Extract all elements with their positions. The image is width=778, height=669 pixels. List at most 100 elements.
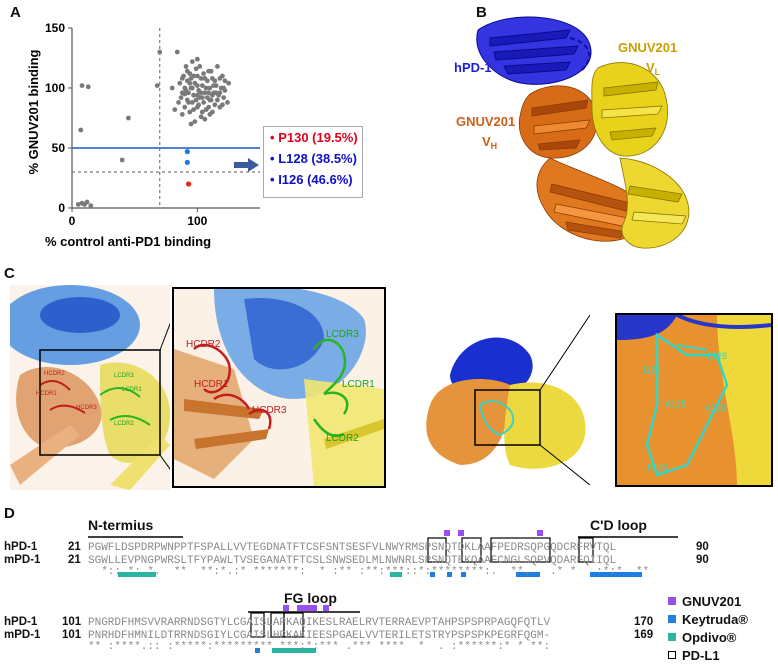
row1-h-name: hPD-1 [4,541,38,553]
data-point [187,109,193,115]
data-point [206,90,212,96]
res-p130: P130 [647,463,668,473]
small-lcdr1: LCDR1 [122,387,142,393]
data-point-highlight [184,149,190,155]
small-lcdr2: LCDR2 [114,421,134,427]
zoom-hcdr2: HCDR2 [186,339,221,350]
data-point [179,76,185,81]
row2-h-start: 101 [62,616,82,628]
x-tick-label: 0 [69,214,76,228]
small-lcdr3: LCDR3 [114,373,134,379]
vh-label: GNUV201 [456,114,515,129]
y-axis-label: % GNUV201 binding [26,49,41,174]
data-point [183,88,189,93]
data-point [193,66,199,72]
data-point [75,202,81,207]
data-point [182,104,188,110]
epitope-zoom: I126 L128 A125 A129 P130 [615,313,773,487]
data-point [211,83,217,88]
data-point [209,109,215,115]
row2-h-name: hPD-1 [4,616,38,628]
row1-h-seq: PGWFLDSPDRPWNPPTFSPALLVVTEGDNATFTCSFSNTS… [88,542,617,554]
label-nterm: N-termius [88,517,154,533]
data-point [208,68,214,74]
mutation-legend: • P130 (19.5%) • L128 (38.5%) • I126 (46… [263,126,363,198]
row2-h-end: 170 [634,616,654,628]
data-point [199,83,205,88]
data-point [178,95,184,100]
data-point [189,59,195,64]
data-point [182,91,188,97]
data-point-highlight [184,159,190,165]
row2-m-start: 101 [62,629,82,641]
data-point [217,76,223,81]
data-point [212,102,218,108]
res-a129: A129 [705,403,726,413]
data-point [201,71,207,76]
data-point [201,100,207,105]
arrow-icon [234,158,259,172]
data-point [203,85,209,91]
zoom-hcdr1: HCDR1 [194,379,229,390]
legend-gnuv201: GNUV201 [668,594,741,609]
data-point [199,109,205,115]
data-point [212,78,218,84]
data-point [154,83,160,88]
res-a125: A125 [665,399,686,409]
data-point [188,121,194,127]
row2-m-end: 169 [634,629,654,641]
data-point [177,80,183,86]
data-point [191,73,196,79]
data-point [214,97,220,103]
cdr-zoom: HCDR2 HCDR1 HCDR3 LCDR3 LCDR1 LCDR2 [172,287,386,488]
data-point [220,102,225,108]
data-point [206,104,212,110]
vh-structure [518,85,646,242]
data-point [194,73,200,79]
data-point [199,95,205,100]
vl-structure [591,62,690,249]
row1-m-seq: SGWLLEVPNGPWRSLTFYPAWLTVSEGANATFTCSLSNWS… [88,555,617,567]
small-hcdr1: HCDR1 [36,391,57,397]
data-point [179,112,185,117]
data-point [184,68,190,74]
x-axis-label: % control anti-PD1 binding [45,234,211,249]
data-point [194,92,200,98]
row1-consensus: *:: *: *. ** **:*.:* *******: * :** :**:… [88,566,650,578]
data-point [198,76,204,81]
small-hcdr2: HCDR2 [44,371,65,377]
y-tick-label: 150 [45,21,65,35]
data-point [88,203,94,209]
row2-m-seq: PNRHDFHMNILDTRRNDSGIYLCGAISLHPKAKIEESPGA… [88,630,551,642]
legend-keytruda: Keytruda® [668,612,748,627]
data-point [198,90,204,96]
y-tick-label: 50 [52,141,66,155]
data-point [157,49,163,55]
data-point [217,90,223,96]
hpd1-structure [476,16,592,85]
legend-l128: • L128 (38.5%) [270,151,357,166]
vl-label: GNUV201 [618,40,677,55]
data-point [191,92,196,98]
data-point [193,97,199,103]
data-point [176,100,181,105]
x-tick-label: 100 [187,214,207,228]
data-point [85,84,91,90]
data-point [221,95,227,100]
data-point [78,127,84,133]
data-point [169,85,175,91]
data-point-highlight [185,181,192,187]
data-point [174,49,180,55]
data-point [189,100,195,105]
res-i126: I126 [643,365,661,375]
hpd1-label: hPD-1 [454,60,492,75]
data-point [187,80,193,86]
data-point [209,92,215,98]
data-point [214,64,220,69]
vl-sub-label: VL [646,60,661,77]
row1-m-start: 21 [68,554,81,566]
surface-overview [420,315,590,485]
data-point [202,90,208,96]
structure-cartoon: hPD-1 GNUV201 VL GNUV201 VH [454,16,690,249]
row2-consensus: ** :****.:: :*****:********* ***:*:*** .… [88,641,551,653]
